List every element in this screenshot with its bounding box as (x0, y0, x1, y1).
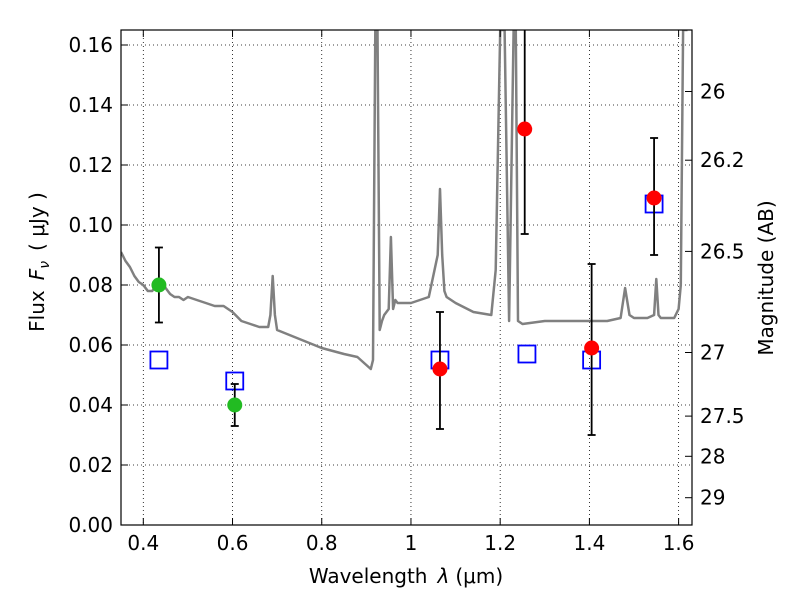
model-photometry-square (149, 350, 169, 370)
x-tick-label: 0.8 (306, 531, 338, 555)
x-axis-label: Wavelength λ (μm) (309, 564, 503, 588)
y2-tick-label: 26 (700, 80, 725, 104)
observed-flux-point (151, 277, 167, 293)
grid (121, 30, 692, 526)
x-tick-label: 1.6 (663, 531, 695, 555)
y2-tick-label: 26.2 (700, 148, 745, 172)
axes: 0.4 0.6 0.8 1 1.2 1.4 1.6 0.00 0.02 0.04 0.06 0.08 0… (68, 30, 745, 555)
y-tick-label: 0.12 (68, 153, 113, 177)
plot-frame (120, 29, 693, 526)
y-tick-label: 0.06 (68, 333, 113, 357)
x-tick-label: 1.4 (573, 531, 605, 555)
y2-tick-label: 27 (700, 341, 725, 365)
observed-flux-point (584, 340, 600, 356)
observed-flux-point (517, 121, 533, 137)
y-tick-label: 0.16 (68, 33, 113, 57)
y2-tick-label: 29 (700, 486, 725, 510)
y-tick-label: 0.00 (68, 513, 113, 537)
y-tick-label: 0.08 (68, 273, 113, 297)
y-axis-label: FluxFν( μJy ) (25, 192, 53, 332)
x-tick-label: 0.4 (127, 531, 159, 555)
y2-tick-label: 27.5 (700, 404, 745, 428)
y-tick-label: 0.02 (68, 453, 113, 477)
model-photometry-square (517, 344, 537, 364)
y2-tick-label: 28 (700, 444, 725, 468)
y-tick-label: 0.04 (68, 393, 113, 417)
x-tick-label: 1 (405, 531, 418, 555)
y2-axis-label: Magnitude (AB) (754, 200, 778, 355)
observed-flux-point (432, 361, 448, 377)
model-spectrum-line (121, 30, 688, 371)
y-tick-label: 0.10 (68, 213, 113, 237)
error-bars (151, 30, 662, 436)
y2-tick-label: 26.5 (700, 239, 745, 263)
observed-flux-point (646, 190, 662, 206)
x-tick-label: 0.6 (217, 531, 249, 555)
observed-flux-point (227, 397, 243, 413)
y-tick-label: 0.14 (68, 93, 113, 117)
x-tick-label: 1.2 (484, 531, 516, 555)
